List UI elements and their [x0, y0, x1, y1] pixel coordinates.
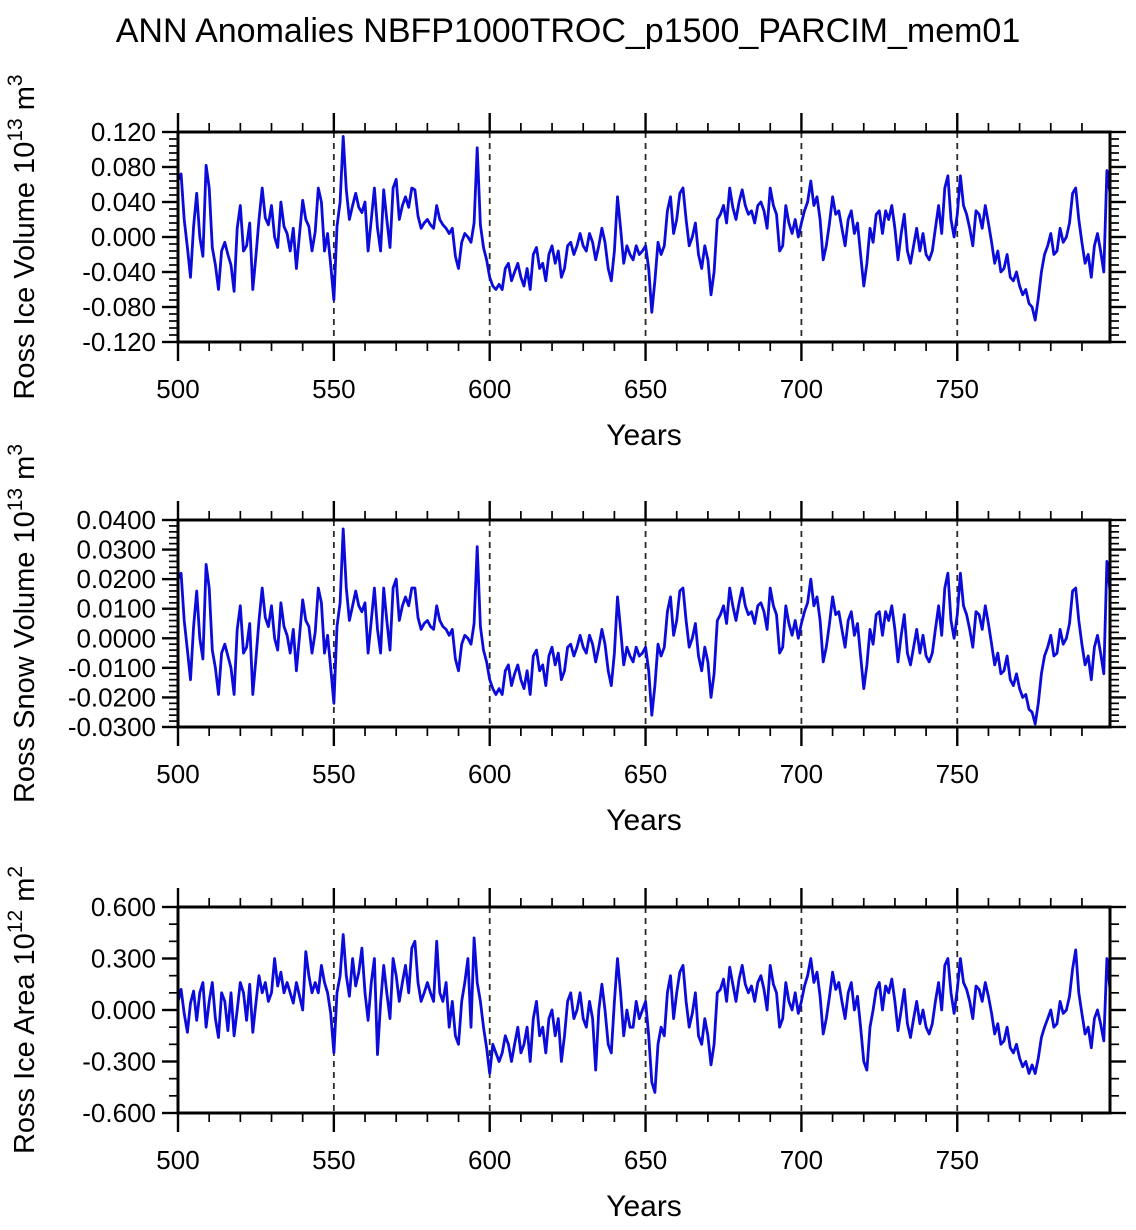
y-tick-label-0.0200: 0.0200: [76, 564, 156, 594]
x-tick-label-500: 500: [156, 1145, 199, 1175]
y-tick-label--0.300: -0.300: [82, 1047, 156, 1077]
x-tick-label-700: 700: [780, 1145, 823, 1175]
x-tick-label-750: 750: [936, 759, 979, 789]
panel-ross-ice-area-series-line: [178, 933, 1110, 1094]
y-tick-label-0.600: 0.600: [91, 892, 156, 922]
panel-ross-ice-area-minor-ticks: [169, 898, 1119, 1122]
panel-ross-snow-volume-frame: [176, 518, 1112, 729]
panel-ross-ice-volume-ticks: [162, 113, 1126, 361]
x-tick-label-550: 550: [312, 1145, 355, 1175]
x-tick-label-650: 650: [624, 1145, 667, 1175]
panel-ross-ice-area: 500 550 600 650 700 750 0.600 0.300 0.000 -0.300 -…: [4, 866, 1126, 1223]
x-tick-label-600: 600: [468, 374, 511, 404]
x-tick-label-750: 750: [936, 1145, 979, 1175]
x-tick-label-750: 750: [936, 374, 979, 404]
x-tick-label-600: 600: [468, 1145, 511, 1175]
x-tick-label-600: 600: [468, 759, 511, 789]
x-tick-label-700: 700: [780, 374, 823, 404]
panel-ross-ice-volume-gridlines: [332, 132, 959, 342]
panel-ross-ice-area-y-axis-label: Ross Ice Area 1012 m2: [4, 866, 41, 1154]
panel-ross-snow-volume-series-line: [178, 527, 1110, 726]
y-tick-label--0.080: -0.080: [82, 292, 156, 322]
panel-ross-ice-volume-x-axis-label: Years: [606, 419, 682, 452]
y-tick-label-0.0400: 0.0400: [76, 505, 156, 535]
y-tick-label--0.0300: -0.0300: [68, 712, 156, 742]
panel-ross-ice-area-tick-labels: 500 550 600 650 700 750 0.600 0.300 0.000 -0.300 -…: [82, 892, 979, 1175]
figure-title: ANN Anomalies NBFP1000TROC_p1500_PARCIM_…: [115, 12, 1021, 50]
panel-ross-ice-area-ticks: [162, 888, 1126, 1132]
panel-ross-snow-volume-x-axis-label: Years: [606, 804, 682, 837]
panel-ross-ice-volume: 500 550 600 650 700 750 0.120 0.080 0.040 0.000 -0…: [4, 74, 1126, 452]
y-tick-label--0.600: -0.600: [82, 1098, 156, 1128]
x-tick-label-500: 500: [156, 374, 199, 404]
y-tick-label-0.300: 0.300: [91, 944, 156, 974]
x-tick-label-650: 650: [624, 759, 667, 789]
panel-ross-snow-volume-minor-ticks: [169, 511, 1119, 736]
panel-ross-ice-volume-series-line: [178, 134, 1110, 322]
y-tick-label-0.0100: 0.0100: [76, 594, 156, 624]
y-tick-label-0.120: 0.120: [91, 117, 156, 147]
x-tick-label-500: 500: [156, 759, 199, 789]
panel-ross-snow-volume-y-axis-label: Ross Snow Volume 1013 m3: [4, 444, 41, 803]
y-tick-label-0.080: 0.080: [91, 152, 156, 182]
y-tick-label--0.0200: -0.0200: [68, 682, 156, 712]
x-tick-label-550: 550: [312, 374, 355, 404]
panel-ross-snow-volume: 500 550 600 650 700 750 0.04000.03000.02000.01…: [4, 444, 1126, 837]
x-tick-label-700: 700: [780, 759, 823, 789]
panel-ross-ice-volume-tick-labels: 500 550 600 650 700 750 0.120 0.080 0.040 0.000 -0…: [82, 117, 979, 404]
panel-ross-snow-volume-tick-labels: 500 550 600 650 700 750 0.04000.03000.02000.01…: [68, 505, 979, 789]
y-tick-label--0.120: -0.120: [82, 327, 156, 357]
y-tick-label-0.000: 0.000: [91, 222, 156, 252]
y-tick-label--0.0100: -0.0100: [68, 653, 156, 683]
y-tick-label--0.040: -0.040: [82, 257, 156, 287]
panel-ross-snow-volume-ticks: [162, 501, 1126, 746]
panel-ross-ice-volume-y-axis-label: Ross Ice Volume 1013 m3: [4, 74, 41, 399]
y-tick-label-0.0000: 0.0000: [76, 623, 156, 653]
panel-ross-ice-area-x-axis-label: Years: [606, 1190, 682, 1223]
y-tick-label-0.000: 0.000: [91, 995, 156, 1025]
panel-ross-ice-area-gridlines: [332, 907, 959, 1113]
y-tick-label-0.0300: 0.0300: [76, 535, 156, 565]
x-tick-label-650: 650: [624, 374, 667, 404]
panel-ross-snow-volume-gridlines: [332, 520, 959, 727]
panel-ross-ice-volume-minor-ticks: [169, 123, 1119, 351]
y-tick-label-0.040: 0.040: [91, 187, 156, 217]
x-tick-label-550: 550: [312, 759, 355, 789]
